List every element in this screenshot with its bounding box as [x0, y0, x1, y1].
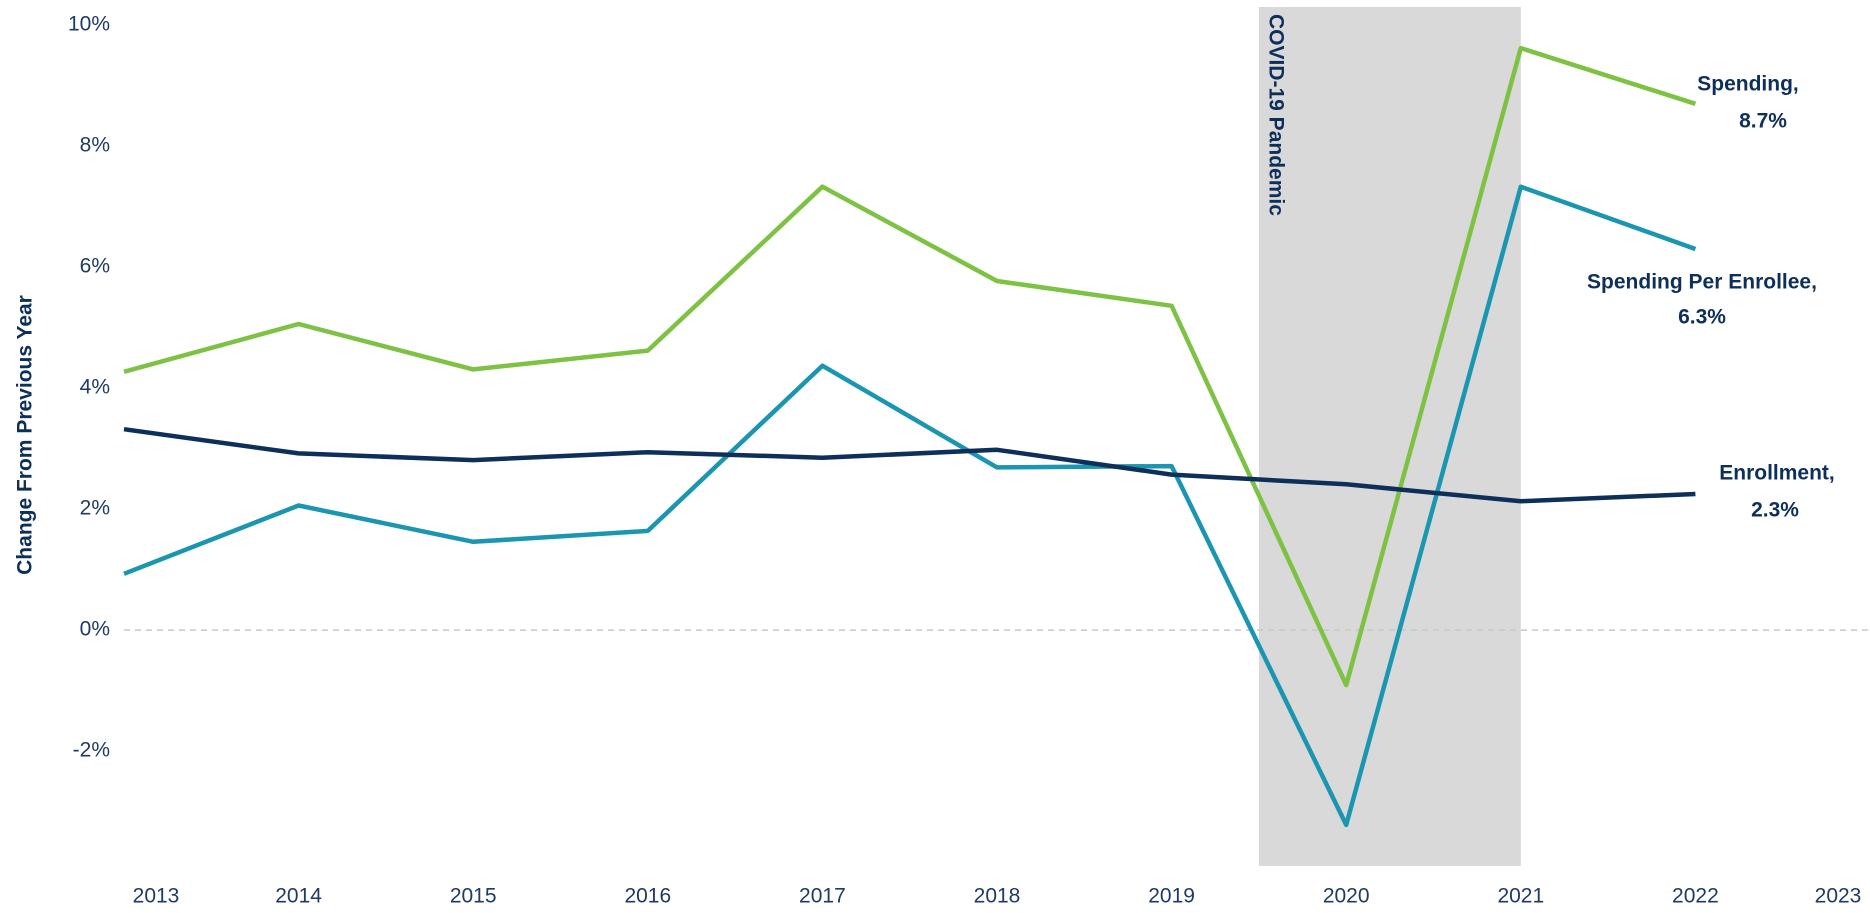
x-tick-label: 2019 [1148, 885, 1195, 908]
x-tick-label: 2015 [450, 885, 497, 908]
series-label: Spending, [1697, 73, 1799, 96]
y-tick-label: 10% [68, 13, 110, 36]
line [123, 426, 1696, 504]
shaded-region [1258, 7, 1521, 866]
series-label: 6.3% [1678, 306, 1726, 329]
series-label: Enrollment, [1719, 462, 1835, 485]
y-tick-label: 0% [80, 618, 110, 641]
x-tick-label: 2013 [133, 885, 180, 908]
x-tick-label: 2023 [1815, 885, 1862, 908]
x-tick-label: 2022 [1672, 885, 1719, 908]
y-tick-label: -2% [73, 739, 110, 762]
x-tick-label: 2017 [799, 885, 846, 908]
series-label: 8.7% [1739, 110, 1787, 133]
x-tick-label: 2016 [624, 885, 671, 908]
y-tick-label: 4% [80, 376, 110, 399]
y-axis-label: Change From Previous Year [14, 295, 37, 575]
series-label: Spending Per Enrollee, [1587, 271, 1817, 294]
shaded-region-label: COVID-19 Pandemic [1264, 14, 1287, 216]
y-tick-label: 2% [80, 497, 110, 520]
y-tick-label: 8% [80, 134, 110, 157]
y-tick-label: 6% [80, 255, 110, 278]
x-tick-label: 2021 [1497, 885, 1544, 908]
x-tick-label: 2020 [1323, 885, 1370, 908]
series-label: 2.3% [1751, 499, 1799, 522]
line [123, 45, 1697, 688]
x-tick-label: 2018 [974, 885, 1021, 908]
line [123, 184, 1697, 828]
x-tick-label: 2014 [275, 885, 322, 908]
